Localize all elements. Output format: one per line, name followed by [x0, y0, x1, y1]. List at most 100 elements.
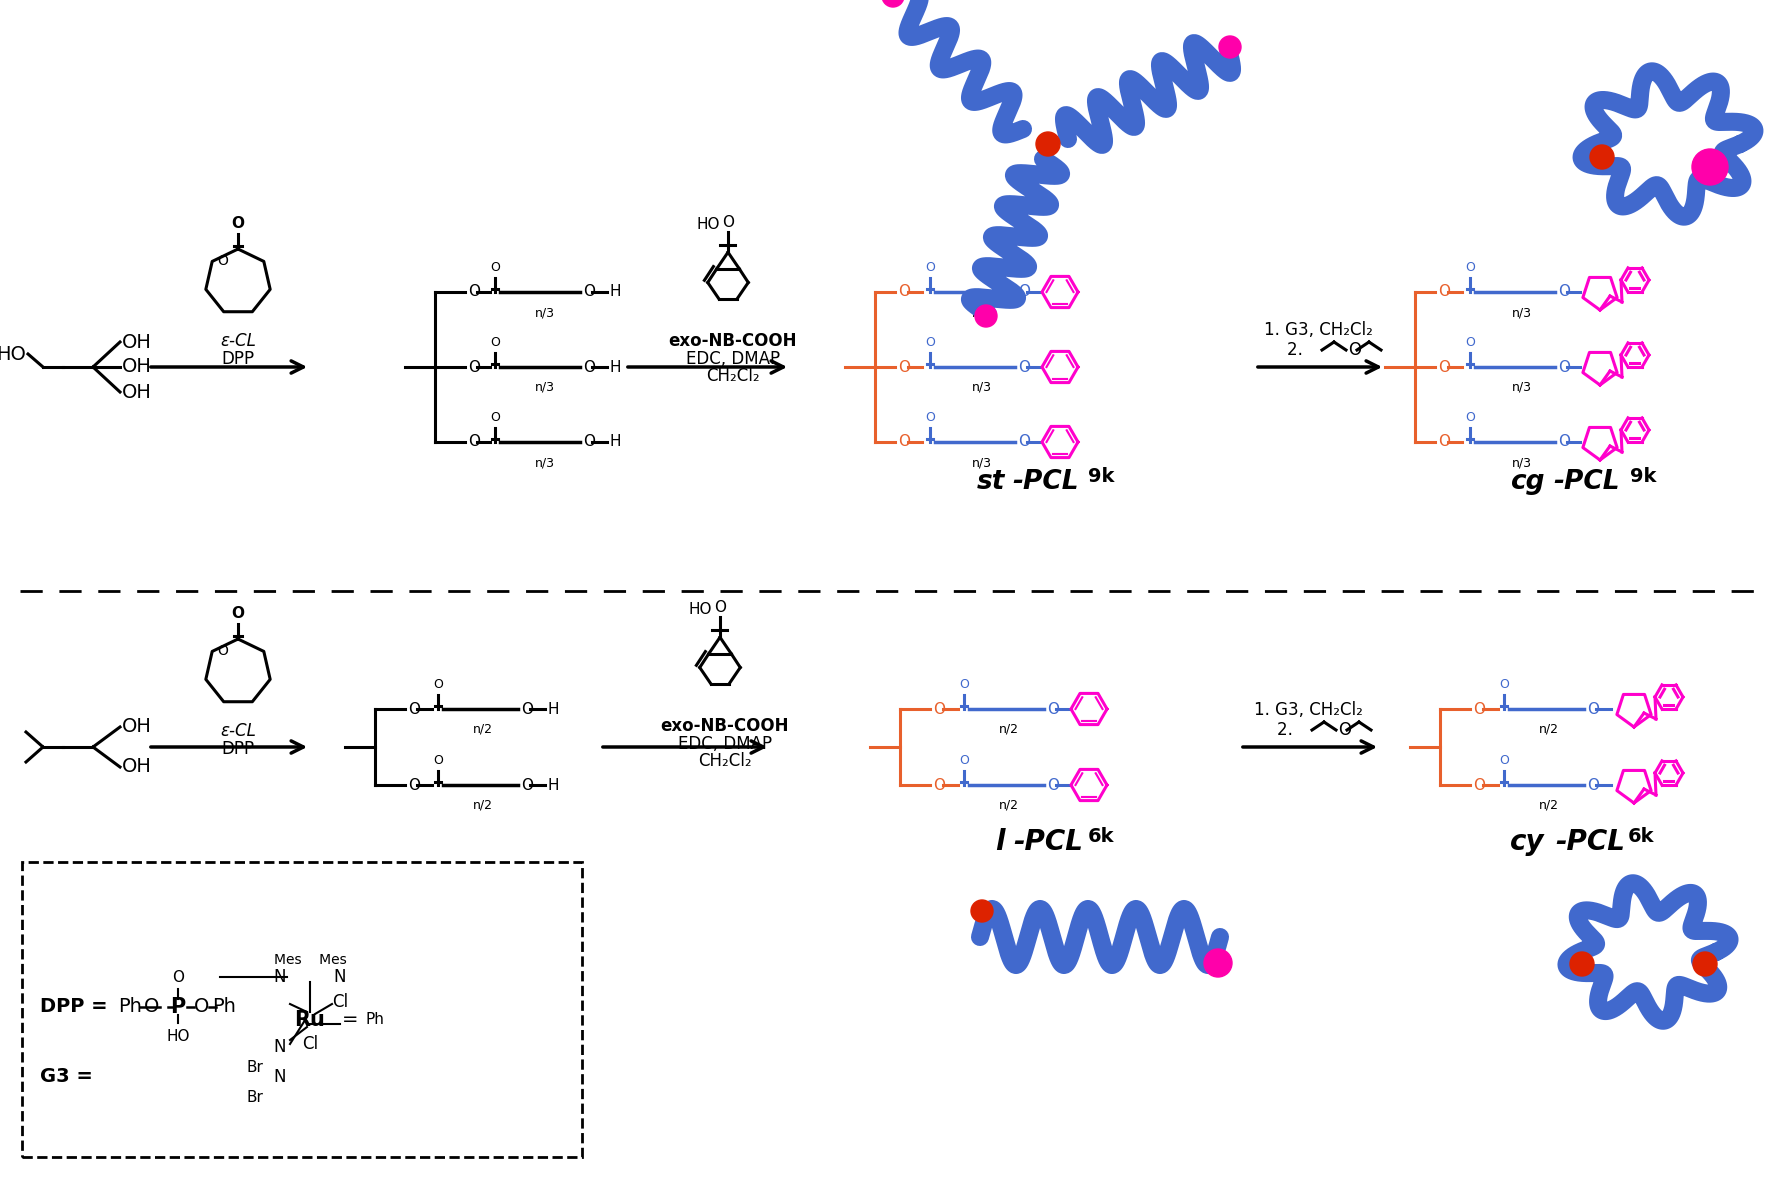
Text: ε-CL: ε-CL	[220, 722, 255, 740]
Text: O: O	[1018, 359, 1030, 375]
Text: =: =	[342, 1011, 358, 1030]
Text: P: P	[170, 996, 186, 1017]
Text: 2.: 2.	[1277, 721, 1298, 739]
Text: O: O	[408, 778, 420, 792]
Text: -PCL: -PCL	[1555, 829, 1624, 856]
Text: O: O	[924, 336, 934, 349]
Text: O: O	[897, 435, 910, 449]
Text: n/3: n/3	[535, 306, 555, 319]
Text: O: O	[722, 215, 734, 229]
Text: n/3: n/3	[535, 381, 555, 394]
Text: O: O	[1464, 261, 1473, 274]
Text: l: l	[995, 829, 1005, 856]
Text: n/3: n/3	[1511, 306, 1532, 319]
Text: DPP: DPP	[222, 740, 254, 758]
Text: n/2: n/2	[473, 723, 493, 736]
Text: OH: OH	[122, 758, 152, 777]
Text: 1. G3, CH₂Cl₂: 1. G3, CH₂Cl₂	[1262, 322, 1372, 339]
Text: -PCL: -PCL	[1012, 829, 1082, 856]
Text: n/3: n/3	[972, 456, 991, 469]
Text: exo-NB-COOH: exo-NB-COOH	[660, 717, 789, 735]
Text: O: O	[1438, 285, 1449, 299]
Text: DPP: DPP	[222, 350, 254, 368]
Text: n/2: n/2	[1539, 799, 1558, 812]
Text: ε-CL: ε-CL	[220, 332, 255, 350]
Text: 1. G3, CH₂Cl₂: 1. G3, CH₂Cl₂	[1254, 701, 1362, 719]
Text: OH: OH	[122, 383, 152, 402]
Text: O: O	[468, 359, 480, 375]
Text: Mes    Mes: Mes Mes	[273, 953, 346, 967]
Text: O: O	[1557, 285, 1569, 299]
Text: O: O	[1438, 359, 1449, 375]
Text: N: N	[273, 968, 285, 986]
Text: O: O	[897, 359, 910, 375]
Text: O: O	[1438, 435, 1449, 449]
Text: H: H	[548, 701, 558, 716]
Text: EDC, DMAP: EDC, DMAP	[677, 735, 771, 753]
Text: n/3: n/3	[535, 456, 555, 469]
Text: 6k: 6k	[1628, 827, 1654, 846]
Text: O: O	[489, 261, 500, 274]
Text: n/3: n/3	[972, 306, 991, 319]
Text: n/3: n/3	[1511, 381, 1532, 394]
Text: O: O	[959, 678, 968, 691]
Text: O: O	[408, 701, 420, 716]
Text: O: O	[433, 678, 443, 691]
Text: HO: HO	[167, 1030, 190, 1044]
Text: O: O	[144, 998, 160, 1017]
Text: O: O	[230, 606, 245, 621]
Text: O: O	[933, 701, 945, 716]
Text: O: O	[1018, 285, 1030, 299]
Text: n/2: n/2	[1539, 723, 1558, 736]
Text: O: O	[1347, 340, 1360, 359]
Text: HO: HO	[695, 217, 720, 232]
Text: O: O	[195, 998, 209, 1017]
Text: O: O	[468, 435, 480, 449]
Text: H: H	[548, 778, 558, 792]
Text: O: O	[489, 336, 500, 349]
Text: CH₂Cl₂: CH₂Cl₂	[706, 366, 759, 385]
Text: 2.: 2.	[1285, 340, 1307, 359]
Text: n/3: n/3	[1511, 456, 1532, 469]
Text: H: H	[610, 285, 621, 299]
Text: G3 =: G3 =	[41, 1067, 92, 1086]
Text: O: O	[933, 778, 945, 792]
Text: Br: Br	[246, 1090, 262, 1104]
Text: N: N	[333, 968, 346, 986]
Circle shape	[881, 0, 904, 7]
Text: O: O	[216, 644, 229, 658]
Circle shape	[1218, 35, 1241, 58]
Circle shape	[1204, 949, 1230, 978]
Text: O: O	[1557, 359, 1569, 375]
Text: O: O	[924, 261, 934, 274]
Text: O: O	[468, 285, 480, 299]
Text: OH: OH	[122, 332, 152, 351]
Text: O: O	[521, 701, 532, 716]
Text: st: st	[977, 469, 1005, 495]
Text: CH₂Cl₂: CH₂Cl₂	[699, 752, 752, 769]
Text: O: O	[1498, 754, 1509, 767]
Text: 9k: 9k	[1087, 468, 1113, 487]
Text: O: O	[583, 359, 594, 375]
Text: DPP =: DPP =	[41, 998, 108, 1017]
Text: O: O	[1046, 778, 1058, 792]
Text: O: O	[1464, 411, 1473, 424]
Text: O: O	[1587, 778, 1597, 792]
Text: Cl: Cl	[332, 993, 348, 1011]
Text: O: O	[489, 411, 500, 424]
Text: cg: cg	[1509, 469, 1544, 495]
Text: n/2: n/2	[998, 723, 1018, 736]
Text: Ph: Ph	[213, 998, 236, 1017]
Text: n/2: n/2	[473, 799, 493, 812]
Text: O: O	[172, 970, 184, 985]
Text: HO: HO	[0, 344, 27, 364]
Circle shape	[1035, 132, 1060, 156]
Circle shape	[1569, 952, 1594, 976]
Circle shape	[975, 305, 996, 327]
Text: O: O	[1464, 336, 1473, 349]
Text: 6k: 6k	[1087, 827, 1113, 846]
Text: -PCL: -PCL	[1011, 469, 1078, 495]
Text: O: O	[1046, 701, 1058, 716]
Text: O: O	[924, 411, 934, 424]
Text: O: O	[1557, 435, 1569, 449]
